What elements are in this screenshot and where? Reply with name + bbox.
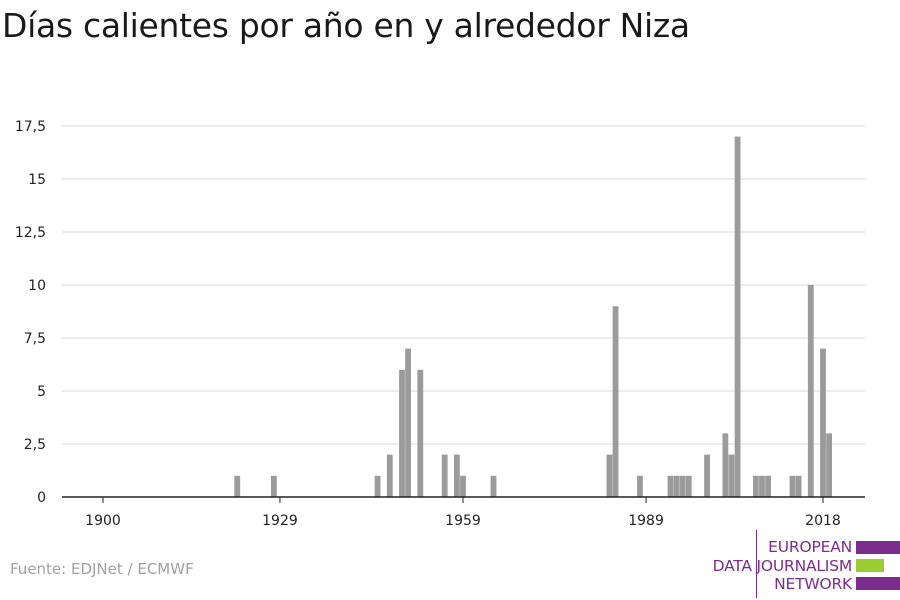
y-tick-label: 17,5 [15,119,46,135]
bar [490,475,497,497]
logo-bar-purple-top [856,541,900,554]
y-tick-label: 5 [37,384,46,400]
bar [453,454,460,497]
y-tick-label: 7,5 [24,331,46,347]
bar [386,454,393,497]
y-tick-label: 0 [37,490,46,506]
bar [667,475,674,497]
bar [759,475,765,497]
gridlines [62,125,865,445]
bar [826,433,833,497]
y-tick-label: 2,5 [24,437,46,453]
y-tick-label: 12,5 [15,225,46,241]
x-tick-label: 1900 [85,513,121,529]
x-tick-label: 1989 [628,513,664,529]
logo-line-3: NETWORK [774,575,852,593]
bar [679,475,686,497]
y-tick-label: 15 [28,172,46,188]
bar [673,475,680,497]
x-tick-labels: 1900 1929 1959 1989 2018 [85,497,841,529]
bars [234,136,833,497]
edjnet-logo: EUROPEAN DATA JOURNALISM NETWORK [700,528,900,600]
x-tick-label: 2018 [805,513,841,529]
source-note: Fuente: EDJNet / ECMWF [10,560,194,578]
y-tick-labels: 0 2,5 5 7,5 10 12,5 15 17,5 [15,119,46,506]
bar [795,475,802,497]
logo-bar-green [856,559,884,572]
bar [765,475,771,497]
x-tick-label: 1929 [262,513,298,529]
x-tick-label: 1959 [445,513,481,529]
bar [399,369,405,497]
bar [441,454,448,497]
bar [417,369,424,497]
chart-title: Días calientes por año en y alrededor Ni… [2,6,690,45]
bar [704,454,710,497]
bar [270,475,277,497]
logo-line-1: EUROPEAN [768,538,852,556]
bar [728,454,735,497]
y-tick-label: 10 [28,278,46,294]
bar [606,454,613,497]
bar [820,348,826,497]
bar [685,475,692,497]
bar [807,285,814,497]
logo-bar-purple-bottom [856,577,900,590]
bar [234,475,241,497]
bar [734,136,741,497]
logo-line-2: DATA JOURNALISM [712,557,853,575]
bar [752,475,759,497]
bar [460,475,466,497]
bar [612,306,619,497]
logo-divider [756,530,757,598]
bar [789,475,796,497]
bar [637,475,643,497]
bar [405,348,411,497]
bar [722,433,729,497]
bar [374,475,381,497]
